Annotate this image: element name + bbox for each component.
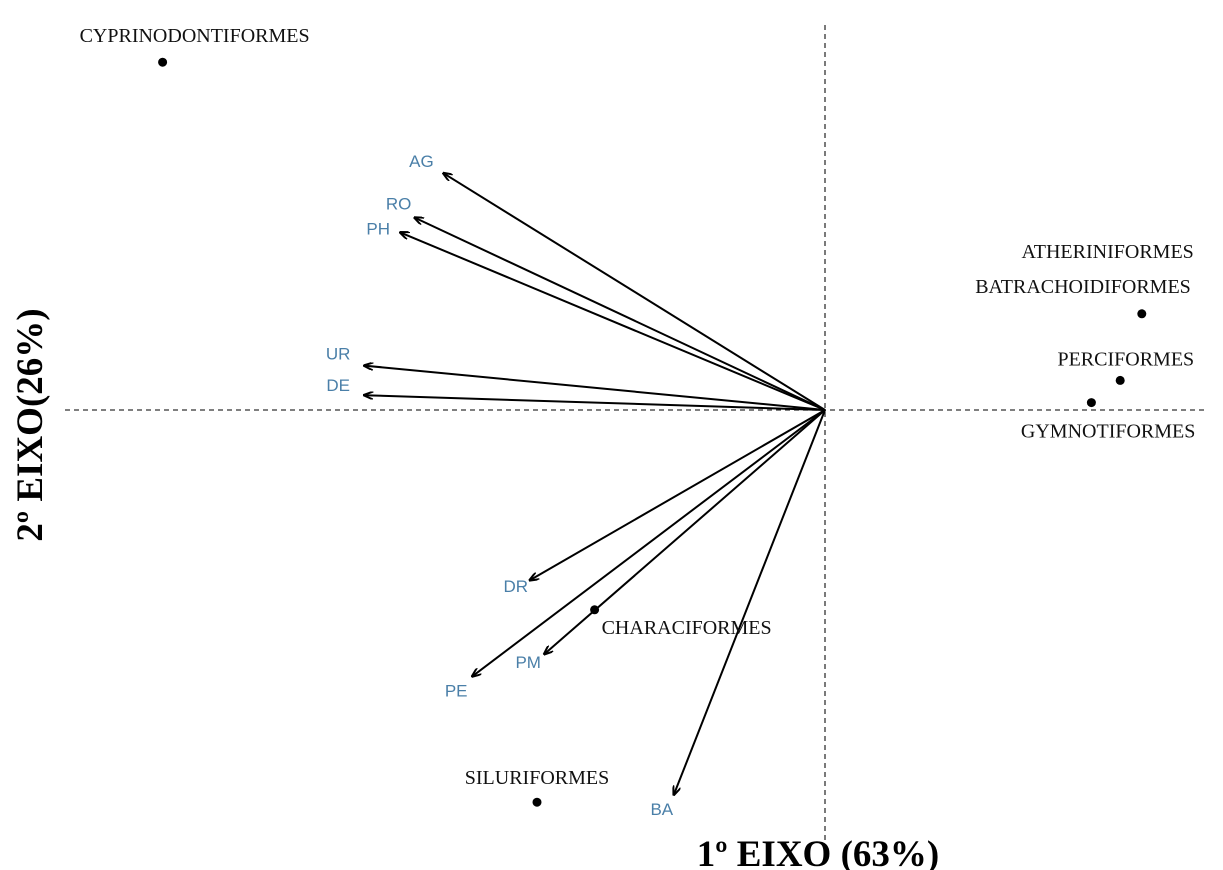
group-label-batrachoidiformes: BATRACHOIDIFORMES	[975, 276, 1191, 298]
y-axis-title: 2º EIXO(26%)	[10, 308, 51, 541]
vector-de	[364, 395, 826, 411]
vector-label-ph: PH	[366, 219, 390, 238]
group-label-cyprinodontiformes: CYPRINODONTIFORMES	[80, 25, 310, 47]
group-label-characiformes: CHARACIFORMES	[602, 617, 772, 639]
group-point-batrachoidiformes	[1137, 309, 1147, 319]
vector-label-ag: AG	[409, 152, 434, 171]
vector-dr	[530, 409, 826, 580]
group-point-gymnotiformes	[1086, 398, 1096, 408]
x-axis-title: 1º EIXO (63%)	[697, 834, 939, 870]
vector-label-de: DE	[326, 376, 350, 395]
group-points: CYPRINODONTIFORMES ATHERINIFORMES BATRACHO…	[80, 25, 1195, 807]
vector-label-pe: PE	[445, 681, 468, 700]
group-label-perciformes: PERCIFORMES	[1057, 348, 1194, 370]
vector-ba	[674, 409, 826, 795]
vector-ph	[400, 232, 826, 411]
variable-vectors: AG RO PH UR DE DR PM PE BA	[326, 152, 826, 819]
vector-ro	[415, 218, 826, 411]
group-point-cyprinodontiformes	[158, 57, 168, 67]
vector-label-ro: RO	[386, 195, 412, 214]
vector-pe	[472, 409, 826, 676]
vector-label-pm: PM	[515, 653, 541, 672]
vector-label-ba: BA	[650, 800, 673, 819]
group-label-siluriformes: SILURIFORMES	[465, 767, 609, 789]
vector-ag	[443, 173, 826, 411]
vector-ur	[364, 366, 826, 411]
vector-label-ur: UR	[326, 345, 351, 364]
group-label-atheriniformes: ATHERINIFORMES	[1022, 241, 1194, 263]
group-point-perciformes	[1115, 375, 1125, 385]
vector-pm	[544, 409, 826, 654]
group-point-siluriformes	[532, 797, 542, 807]
vector-label-dr: DR	[504, 577, 529, 596]
group-label-gymnotiformes: GYMNOTIFORMES	[1021, 421, 1195, 443]
group-point-characiformes	[590, 605, 600, 615]
